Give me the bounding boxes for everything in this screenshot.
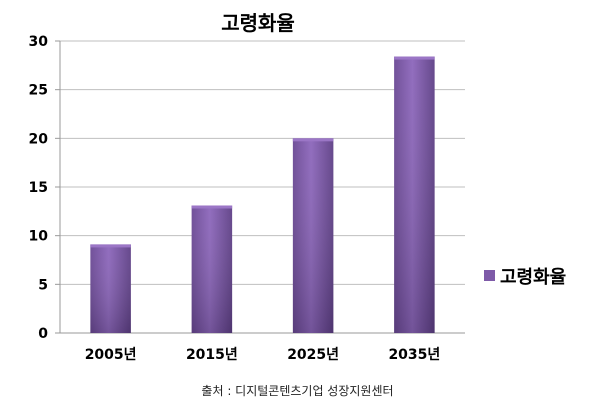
x-tick-label: 2025년 [287,347,339,363]
legend: 고령화율 [484,267,566,288]
bar-cap [394,56,435,60]
bar-cap [90,244,131,248]
legend-swatch [484,270,495,281]
y-axis-ticks: 0 5 10 15 20 25 30 [29,34,49,342]
bar-shade [292,138,334,333]
bar-cap [292,138,334,142]
y-tick-label: 25 [29,83,48,99]
x-tick-label: 2035년 [388,347,440,363]
bar-cap [191,205,233,209]
x-axis-ticks: 2005년 2015년 2025년 2035년 [85,347,441,363]
x-tick-label: 2005년 [85,347,137,363]
legend-label: 고령화율 [500,267,566,288]
source-note: 출처 : 디지털콘텐츠기업 성장지원센터 [201,384,394,398]
y-tick-label: 30 [29,34,49,50]
y-tick-label: 20 [29,131,49,147]
y-tick-label: 0 [38,326,48,342]
bar-shade [90,244,131,333]
y-tick-label: 5 [38,277,48,293]
y-tick-label: 10 [29,229,49,245]
chart-title: 고령화율 [221,11,295,35]
bar-shade [191,205,233,333]
bar-shade [394,56,435,333]
bars [90,56,435,333]
y-tick-label: 15 [29,180,48,196]
x-tick-label: 2015년 [186,347,238,363]
